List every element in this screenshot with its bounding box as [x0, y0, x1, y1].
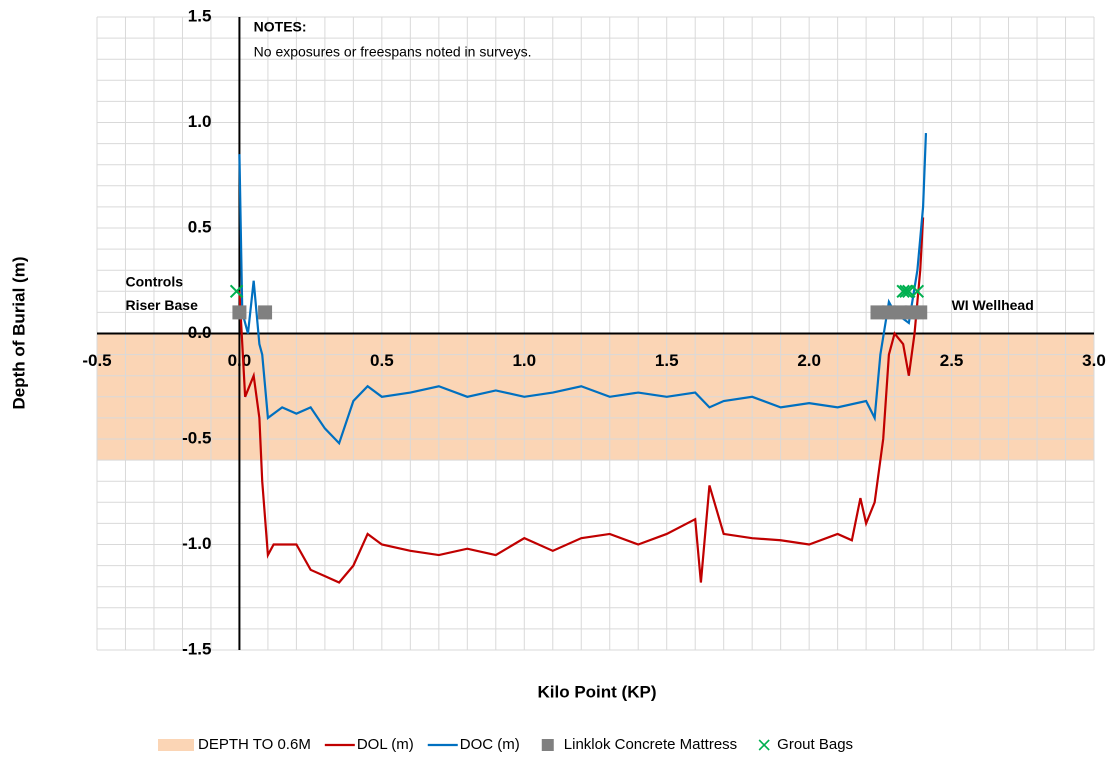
marker: [913, 305, 928, 320]
legend-label: Grout Bags: [777, 736, 853, 753]
marker: [893, 305, 908, 320]
y-tick-label: -0.5: [182, 428, 211, 447]
annotation: Riser Base: [125, 297, 198, 313]
legend-swatch: [158, 739, 194, 751]
x-tick-label: 1.0: [512, 351, 536, 370]
x-tick-label: -0.5: [82, 351, 111, 370]
y-tick-label: 1.0: [188, 112, 212, 131]
x-tick-label: 2.5: [940, 351, 964, 370]
marker: [899, 284, 913, 299]
legend-item: DOC (m): [427, 736, 520, 753]
y-tick-label: 1.5: [188, 6, 212, 25]
marker: [896, 284, 910, 299]
x-tick-label: 1.5: [655, 351, 679, 370]
marker: [229, 284, 244, 299]
x-tick-label: 0.5: [370, 351, 394, 370]
annotation: WI Wellhead: [952, 297, 1034, 313]
legend-swatch: [758, 739, 770, 751]
legend-item: DEPTH TO 0.6M: [158, 736, 311, 753]
marker: [232, 305, 247, 320]
x-tick-label: 2.0: [797, 351, 821, 370]
y-tick-label: -1.0: [182, 534, 211, 553]
legend-swatch: [541, 739, 554, 751]
legend-item: Linklok Concrete Mattress: [541, 736, 737, 753]
marker: [881, 305, 896, 320]
marker: [870, 305, 885, 320]
y-tick-label: 0.0: [188, 323, 212, 342]
x-axis-label: Kilo Point (KP): [538, 682, 657, 701]
legend-label: DOC (m): [460, 736, 520, 753]
y-tick-label: 0.5: [188, 217, 212, 236]
y-tick-label: -1.5: [182, 639, 211, 658]
legend-label: Linklok Concrete Mattress: [564, 736, 737, 753]
annotation: Controls: [125, 274, 183, 290]
marker: [910, 284, 925, 299]
x-tick-label: 3.0: [1082, 351, 1106, 370]
line: [238, 133, 928, 446]
legend-label: DEPTH TO 0.6M: [198, 736, 311, 753]
x-tick-label: 0.0: [228, 351, 252, 370]
marker: [258, 305, 273, 320]
legend-item: Grout Bags: [758, 736, 853, 753]
y-axis-label: Depth of Burial (m): [9, 257, 28, 410]
annotation: NOTES:: [254, 18, 307, 34]
annotation: No exposures or freespans noted in surve…: [254, 44, 532, 60]
line: [238, 217, 925, 584]
legend-item: DOL (m): [324, 736, 414, 753]
legend-label: DOL (m): [357, 736, 414, 753]
